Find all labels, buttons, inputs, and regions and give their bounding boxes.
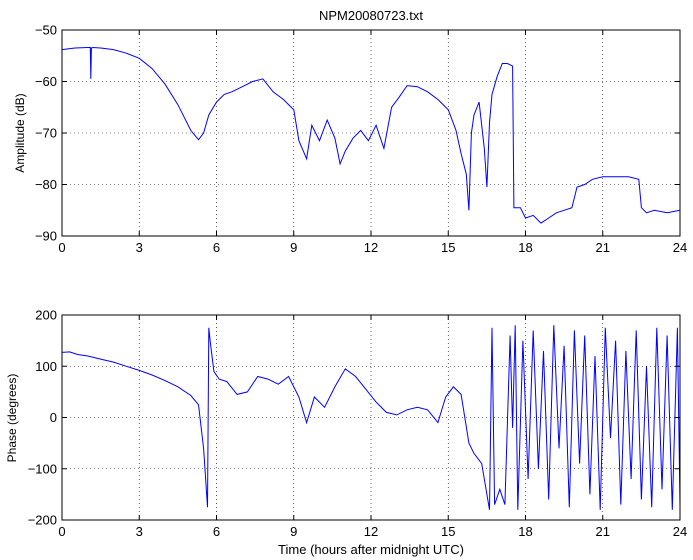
amplitude-series-line — [61, 46, 681, 224]
amplitude-y-tick-label: −60 — [35, 74, 57, 89]
amplitude-x-tick-label: 0 — [58, 240, 65, 255]
amplitude-x-tick-label: 3 — [136, 240, 143, 255]
amplitude-x-tick-label: 12 — [364, 240, 378, 255]
phase-x-axis-label: Time (hours after midnight UTC) — [278, 542, 464, 557]
phase-series-line — [61, 325, 681, 510]
phase-x-tick-label: 24 — [673, 524, 687, 539]
phase-plot: 0 3 6 9 12 15 18 21 24 −200 −100 0 100 200 — [28, 308, 688, 540]
phase-x-tick-label: 18 — [518, 524, 532, 539]
phase-x-tick-label: 0 — [58, 524, 65, 539]
amplitude-plot: 0 3 6 9 12 15 18 21 24 −90 −80 −70 −60 −50 — [35, 23, 687, 256]
phase-x-tick-label: 15 — [441, 524, 455, 539]
amplitude-x-tick-label: 21 — [596, 240, 610, 255]
phase-x-tick-label: 9 — [290, 524, 297, 539]
amplitude-x-tick-label: 18 — [518, 240, 532, 255]
phase-y-tick-label: 100 — [35, 359, 57, 374]
phase-y-tick-label: 200 — [35, 308, 57, 323]
phase-x-tick-label: 21 — [596, 524, 610, 539]
phase-y-tick-label: 0 — [50, 410, 57, 425]
phase-y-tick-label: −100 — [28, 461, 57, 476]
amplitude-y-tick-label: −50 — [35, 23, 57, 38]
phase-x-tick-label: 3 — [136, 524, 143, 539]
phase-y-axis-label: Phase (degrees) — [5, 374, 19, 463]
phase-y-tick-label: −200 — [28, 513, 57, 528]
amplitude-y-axis-label: Amplitude (dB) — [13, 93, 27, 172]
amplitude-x-tick-label: 6 — [213, 240, 220, 255]
chart-title: NPM20080723.txt — [319, 8, 423, 23]
phase-x-tick-label: 12 — [364, 524, 378, 539]
amplitude-x-tick-label: 15 — [441, 240, 455, 255]
amplitude-y-tick-label: −70 — [35, 126, 57, 141]
amplitude-x-tick-label: 24 — [673, 240, 687, 255]
amplitude-y-tick-label: −90 — [35, 229, 57, 244]
amplitude-x-tick-label: 9 — [290, 240, 297, 255]
amplitude-y-tick-label: −80 — [35, 177, 57, 192]
phase-x-tick-label: 6 — [213, 524, 220, 539]
